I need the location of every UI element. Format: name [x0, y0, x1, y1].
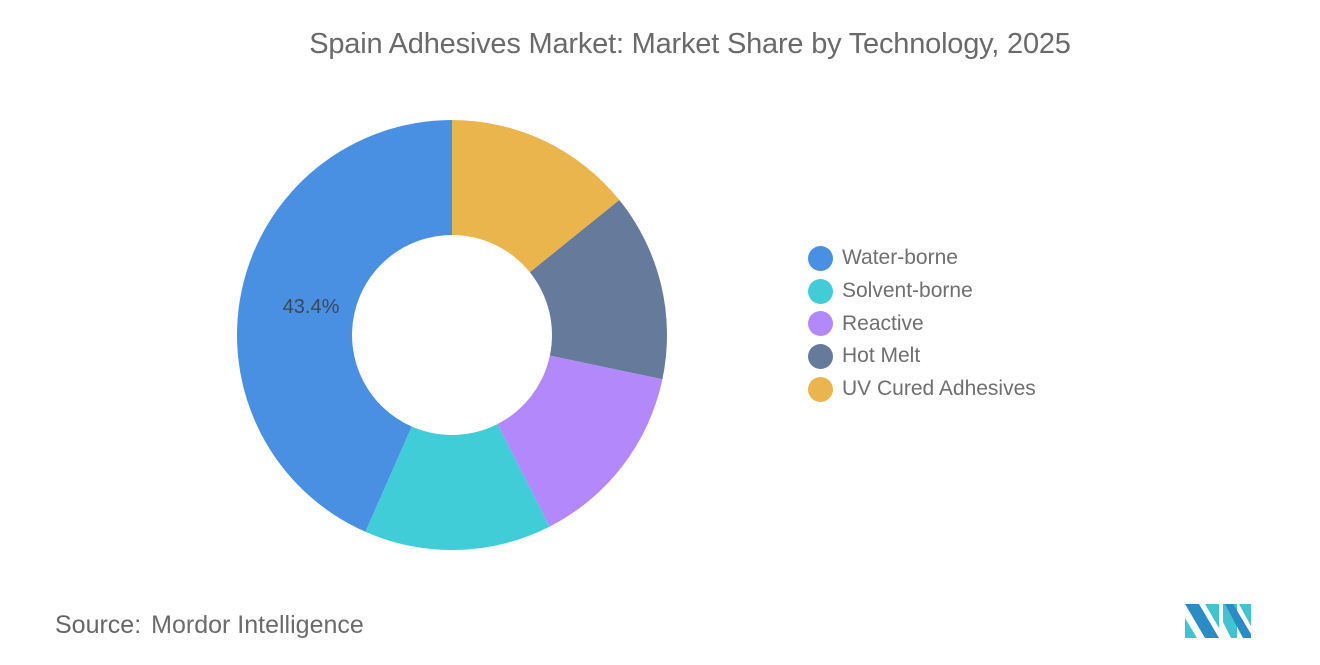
legend-item-solvent-borne[interactable]: Solvent-borne — [808, 275, 1036, 308]
legend-dot-icon — [808, 278, 833, 304]
slice-uv-cured-adhesives[interactable] — [452, 120, 620, 273]
source-key: Source: — [55, 611, 142, 639]
slice-reactive[interactable] — [497, 355, 663, 527]
slice-water-borne[interactable] — [236, 120, 452, 532]
legend-label: Water-borne — [842, 246, 958, 270]
chart-title: Spain Adhesives Market: Market Share by … — [309, 28, 1071, 60]
donut-slices — [236, 120, 667, 550]
legend-label: Hot Melt — [842, 344, 921, 368]
mordor-intelligence-logo-icon — [1185, 604, 1251, 638]
legend-label: Reactive — [842, 311, 924, 335]
legend-item-uv-cured-adhesives[interactable]: UV Cured Adhesives — [808, 373, 1036, 406]
source-value: Mordor Intelligence — [151, 611, 364, 639]
slice-hot-melt[interactable] — [529, 200, 667, 380]
legend: Water-borne Solvent-borne Reactive Hot M… — [808, 242, 1036, 405]
legend-dot-icon — [808, 245, 833, 271]
legend-item-water-borne[interactable]: Water-borne — [808, 242, 1036, 275]
legend-label: UV Cured Adhesives — [842, 377, 1036, 401]
legend-dot-icon — [808, 376, 833, 402]
legend-dot-icon — [808, 311, 833, 337]
slice-label-water-borne: 43.4% — [283, 296, 340, 318]
slice-solvent-borne[interactable] — [365, 424, 550, 550]
source-note: Source: Mordor Intelligence — [55, 611, 364, 640]
legend-item-hot-melt[interactable]: Hot Melt — [808, 340, 1036, 373]
legend-dot-icon — [808, 343, 833, 369]
legend-item-reactive[interactable]: Reactive — [808, 307, 1036, 340]
legend-label: Solvent-borne — [842, 279, 973, 303]
